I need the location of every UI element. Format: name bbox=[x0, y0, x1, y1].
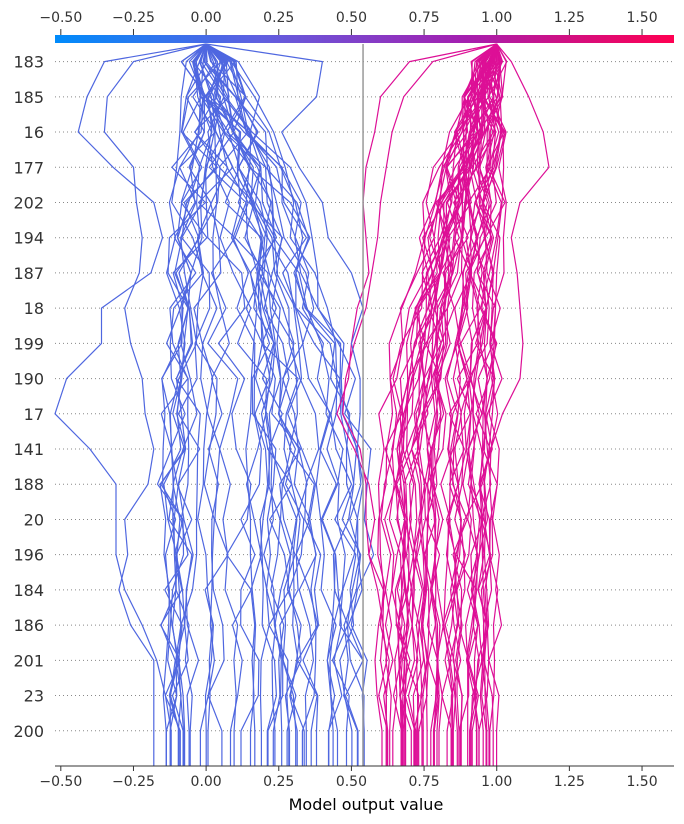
series-line bbox=[103, 43, 207, 766]
series-line bbox=[203, 43, 375, 766]
feature-label: 185 bbox=[13, 88, 44, 107]
feature-label: 141 bbox=[13, 440, 44, 459]
feature-label: 18 bbox=[24, 299, 44, 318]
feature-label: 188 bbox=[13, 475, 44, 494]
top-tick-label: 0.25 bbox=[263, 10, 294, 26]
feature-label: 177 bbox=[13, 158, 44, 177]
series-line bbox=[205, 43, 319, 766]
feature-label: 16 bbox=[24, 123, 44, 142]
x-tick-label: 0.50 bbox=[336, 774, 367, 790]
series-line bbox=[205, 43, 364, 766]
series-line bbox=[204, 43, 301, 766]
gridlines bbox=[55, 61, 674, 732]
series-line bbox=[205, 43, 317, 766]
x-tick-label: 0.00 bbox=[191, 774, 222, 790]
series-line bbox=[471, 43, 498, 766]
series-line bbox=[383, 43, 498, 766]
top-tick-label: −0.50 bbox=[39, 10, 82, 26]
series-line bbox=[430, 43, 498, 766]
x-tick-label: 1.00 bbox=[481, 774, 512, 790]
feature-labels: 183 185 16 177 202 194 187 18 199 190 17 141 188 20 19… bbox=[13, 53, 44, 741]
top-tick-label: −0.25 bbox=[112, 10, 155, 26]
series-line bbox=[477, 43, 502, 766]
series-line bbox=[342, 43, 497, 766]
series-line bbox=[206, 43, 364, 766]
feature-label: 202 bbox=[13, 193, 44, 212]
top-tick-label: 0.50 bbox=[336, 10, 367, 26]
series-line bbox=[444, 43, 498, 766]
top-tick-label: 0.75 bbox=[408, 10, 439, 26]
feature-label: 187 bbox=[13, 264, 44, 283]
series-line bbox=[198, 43, 308, 766]
series-line bbox=[391, 43, 498, 766]
series-line bbox=[177, 43, 212, 766]
x-axis: −0.50 −0.25 0.00 0.25 0.50 0.75 1.00 1.25 1.50 bbox=[39, 766, 658, 790]
series-line bbox=[406, 43, 498, 766]
series-line bbox=[159, 43, 207, 766]
series-line bbox=[336, 43, 497, 766]
feature-label: 190 bbox=[13, 370, 44, 389]
x-tick-label: 1.25 bbox=[554, 774, 585, 790]
feature-label: 200 bbox=[13, 722, 44, 741]
x-tick-label: −0.50 bbox=[39, 774, 82, 790]
feature-label: 183 bbox=[13, 53, 44, 72]
series-line bbox=[468, 43, 503, 766]
series-line bbox=[192, 43, 258, 766]
series-line bbox=[160, 43, 216, 766]
series-line bbox=[456, 43, 507, 766]
series-line bbox=[479, 43, 503, 766]
x-tick-label: −0.25 bbox=[112, 774, 155, 790]
series-line bbox=[452, 43, 498, 766]
top-tick-label: 1.25 bbox=[554, 10, 585, 26]
series-line bbox=[194, 43, 221, 766]
series-line bbox=[205, 43, 346, 766]
series-line bbox=[205, 43, 262, 766]
x-tick-label: 1.50 bbox=[626, 774, 657, 790]
x-tick-label: 0.25 bbox=[263, 774, 294, 790]
series-line bbox=[54, 43, 207, 766]
series-line bbox=[161, 43, 215, 766]
series-lines bbox=[54, 43, 550, 766]
series-line bbox=[374, 43, 498, 766]
feature-label: 186 bbox=[13, 616, 44, 635]
series-line bbox=[205, 43, 337, 766]
feature-label: 199 bbox=[13, 334, 44, 353]
series-line bbox=[388, 43, 498, 766]
series-line bbox=[195, 43, 283, 766]
series-line bbox=[168, 43, 207, 766]
feature-label: 17 bbox=[24, 405, 44, 424]
x-tick-label: 0.75 bbox=[408, 774, 439, 790]
feature-label: 23 bbox=[24, 687, 44, 706]
feature-label: 201 bbox=[13, 651, 44, 670]
feature-label: 194 bbox=[13, 229, 44, 248]
series-line bbox=[396, 43, 498, 766]
series-line bbox=[418, 43, 501, 766]
series-line bbox=[169, 43, 207, 766]
series-line bbox=[444, 43, 502, 766]
top-tick-label: 1.00 bbox=[481, 10, 512, 26]
series-line bbox=[477, 43, 506, 766]
series-line bbox=[205, 43, 277, 766]
top-tick-label: 1.50 bbox=[626, 10, 657, 26]
series-line bbox=[200, 43, 252, 766]
series-line bbox=[205, 43, 302, 766]
top-tick-label: 0.00 bbox=[191, 10, 222, 26]
colorbar-gradient bbox=[55, 35, 674, 43]
series-line bbox=[455, 43, 550, 766]
series-line bbox=[205, 43, 299, 766]
series-line bbox=[392, 43, 498, 766]
feature-label: 196 bbox=[13, 546, 44, 565]
series-line bbox=[465, 43, 504, 766]
top-axis: −0.50 −0.25 0.00 0.25 0.50 0.75 1.00 1.25 1.50 bbox=[39, 10, 658, 35]
feature-label: 184 bbox=[13, 581, 44, 600]
series-line bbox=[452, 43, 501, 766]
series-line bbox=[487, 43, 507, 766]
colorbar bbox=[55, 35, 674, 43]
x-axis-title: Model output value bbox=[289, 795, 444, 814]
feature-label: 20 bbox=[24, 510, 44, 529]
series-line bbox=[192, 43, 239, 766]
